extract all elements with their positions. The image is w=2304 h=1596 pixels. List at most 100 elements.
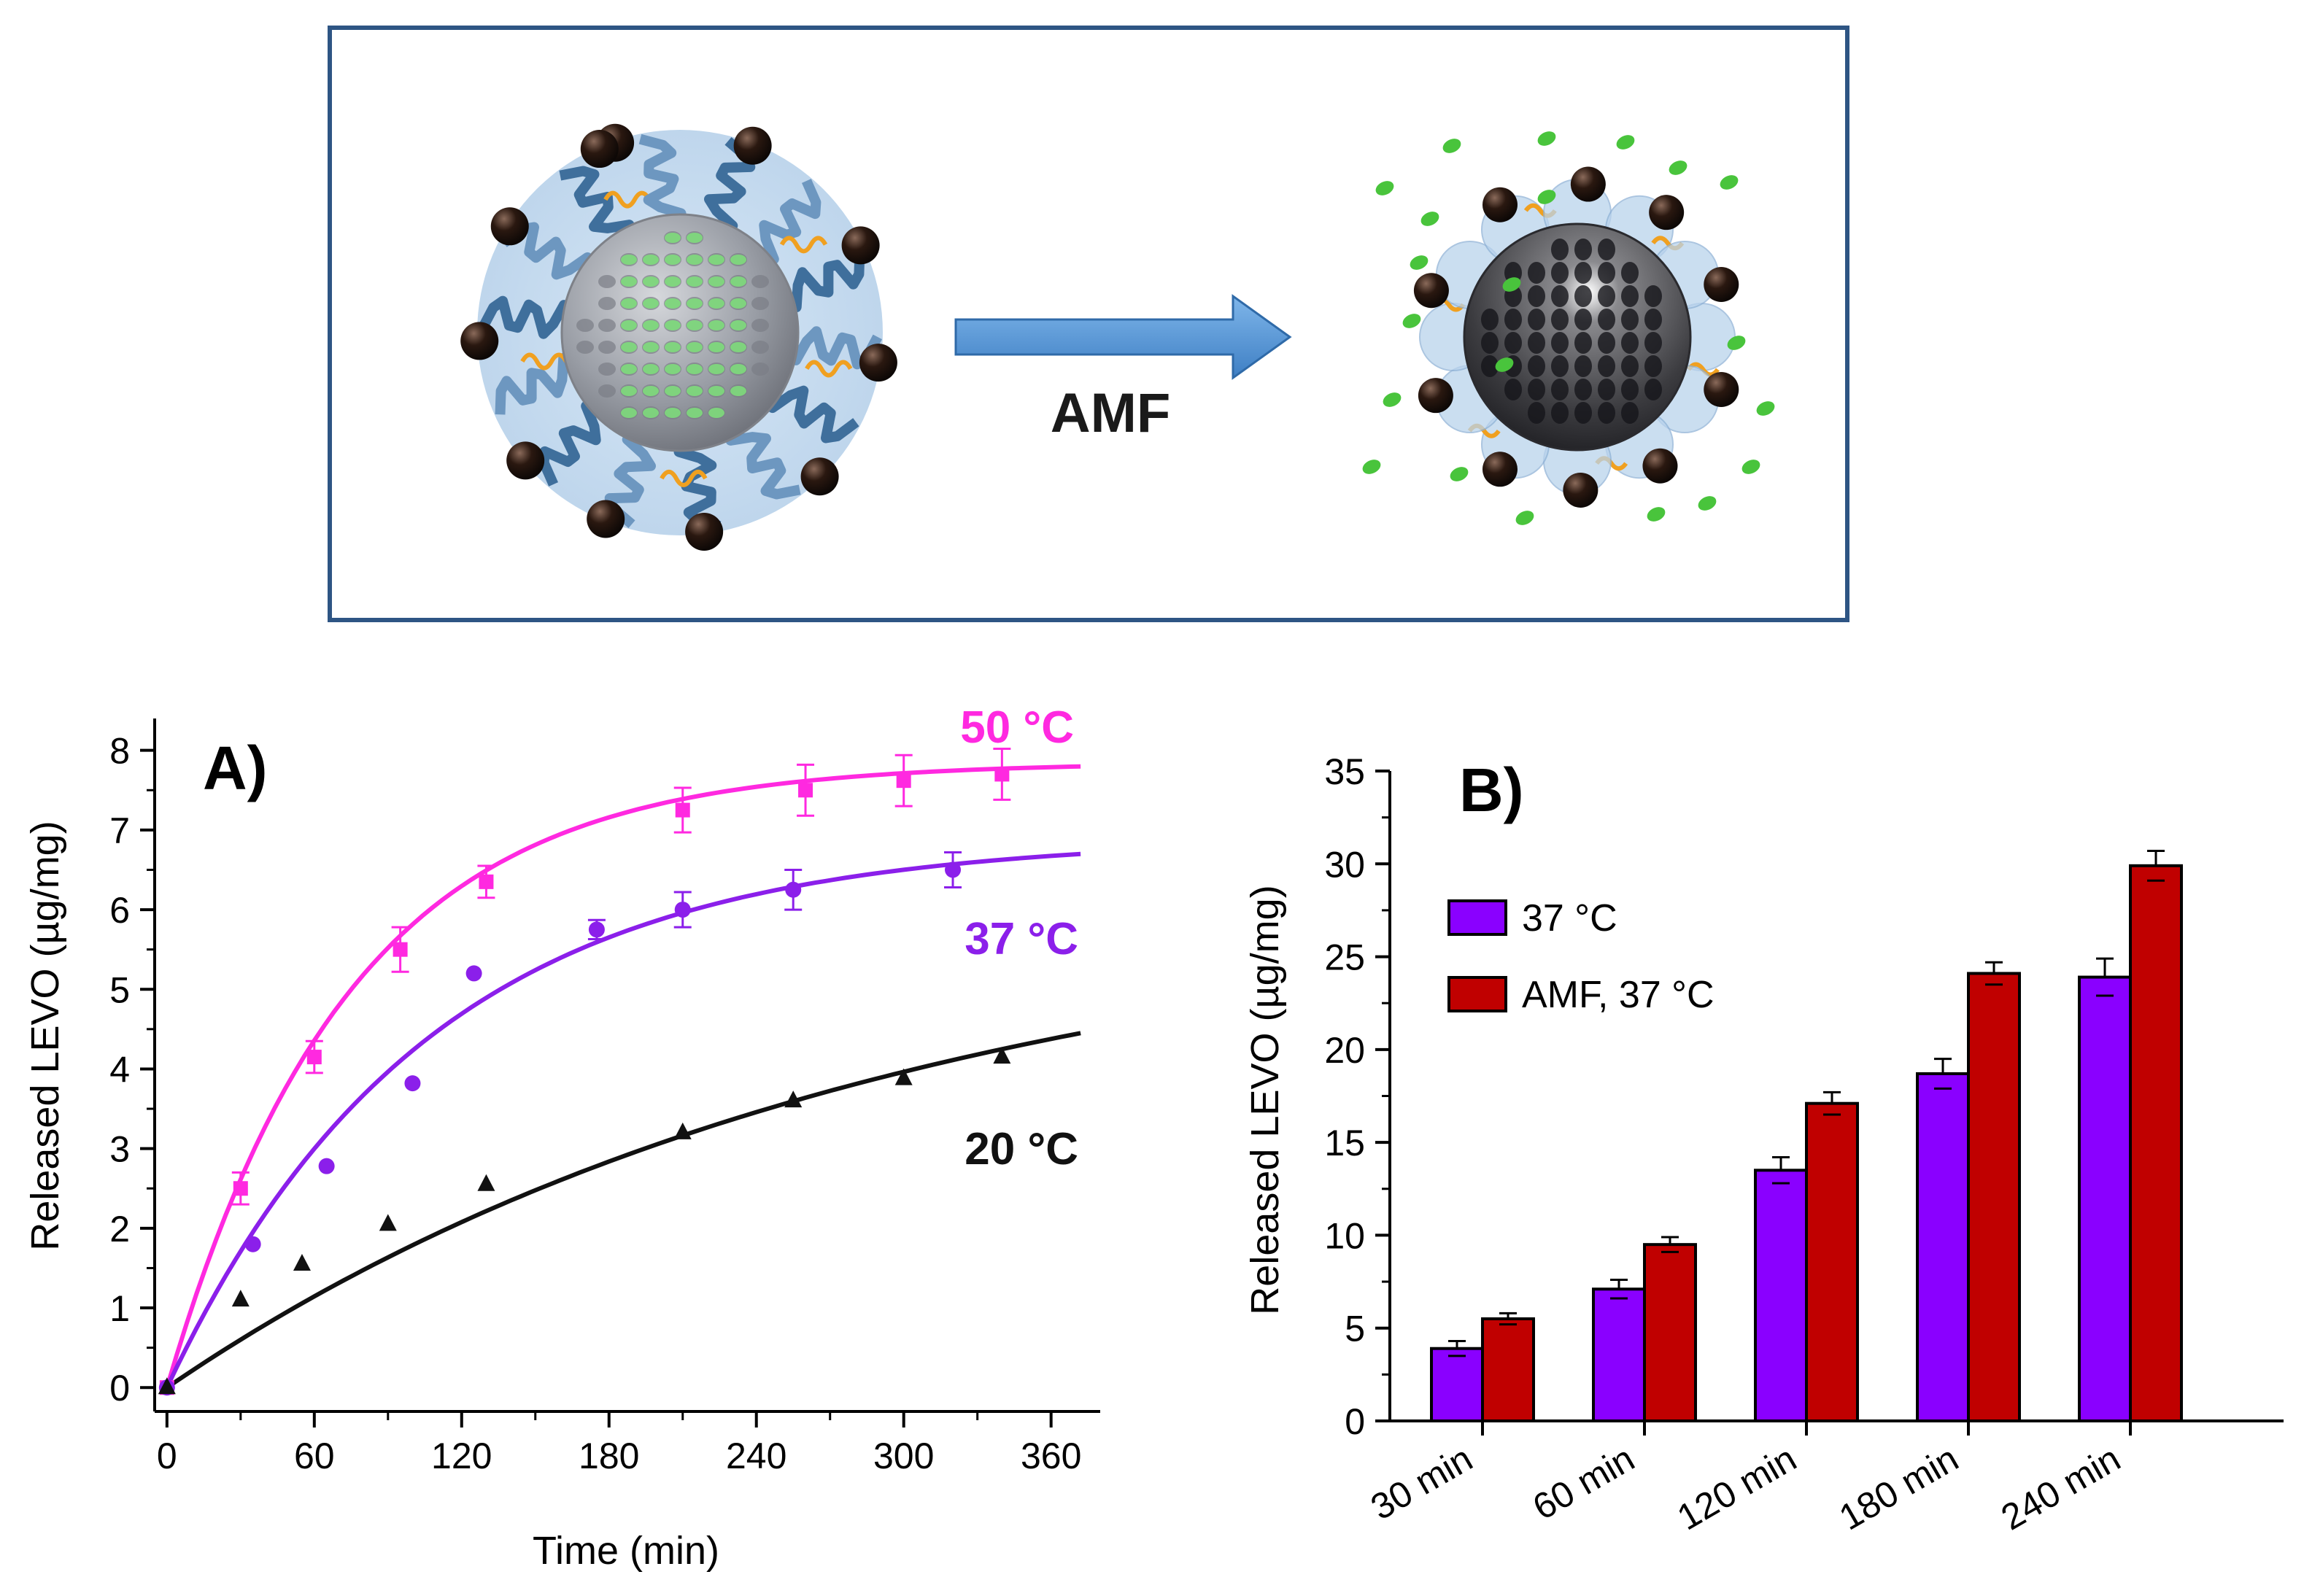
data-point	[588, 921, 605, 938]
capping-sphere	[1570, 166, 1606, 202]
x-tick-label: 30 min	[1364, 1438, 1480, 1528]
capping-sphere	[460, 322, 499, 360]
pore	[598, 275, 616, 288]
capping-sphere	[1563, 472, 1599, 508]
drug-molecule	[643, 408, 659, 418]
data-point	[318, 1158, 335, 1174]
released-drug	[1537, 190, 1556, 204]
y-tick-label: 15	[1324, 1123, 1365, 1163]
y-tick-label: 35	[1324, 751, 1365, 792]
pore	[751, 341, 769, 354]
capping-sphere	[1413, 273, 1449, 309]
drug-molecule	[643, 298, 659, 309]
drug-molecule	[621, 298, 637, 309]
chart-a-fit-lines	[164, 764, 1081, 1390]
released-nanoparticle-illustration	[1362, 131, 1775, 525]
bar-AMF, 37 °C-180 min	[1967, 972, 2021, 1423]
amf-arrow	[954, 294, 1292, 380]
drug-molecule	[730, 255, 746, 265]
chart-a-data-points	[158, 747, 1011, 1396]
drug-molecule	[665, 255, 681, 265]
empty-pore	[1504, 309, 1522, 330]
chart-a-axes: 0 60 120 180 240 300 360 0 1 2 3 4 5 6 7 8	[109, 718, 1100, 1476]
y-tick-label: 0	[1345, 1401, 1365, 1442]
chart-a: A) 0 60 120 180 240 300 360 0 1 2 3 4 5 6 7 8 50 °C 37 …	[23, 702, 1100, 1573]
chart-b-bars	[1430, 849, 2183, 1423]
drug-molecule	[708, 364, 724, 374]
drug-molecule	[687, 386, 703, 396]
empty-pore	[1481, 309, 1499, 330]
drug-molecule	[730, 320, 746, 330]
capping-sphere	[1418, 378, 1453, 414]
x-tick-label: 0	[157, 1436, 177, 1476]
empty-pore	[1644, 379, 1662, 400]
capping-sphere	[580, 130, 619, 168]
y-tick-label: 6	[109, 890, 130, 931]
released-drug	[1515, 511, 1534, 525]
bar-AMF, 37 °C-240 min	[2129, 864, 2183, 1422]
y-tick-label: 4	[109, 1049, 130, 1090]
drug-molecule	[687, 255, 703, 265]
y-tick-label: 5	[1345, 1309, 1365, 1349]
linker-chain	[779, 236, 828, 254]
capping-sphere	[587, 500, 625, 538]
data-point	[675, 802, 690, 818]
empty-pore	[1621, 379, 1639, 400]
data-point	[785, 881, 802, 898]
bar-37 °C-120 min	[1754, 1169, 1808, 1423]
y-tick-label: 10	[1324, 1215, 1365, 1256]
linker-chain	[520, 352, 568, 371]
series-label-20c: 20 °C	[964, 1124, 1078, 1174]
empty-pore	[1551, 402, 1569, 424]
polymer-chain	[754, 179, 822, 265]
legend-swatch-amf	[1447, 976, 1507, 1012]
fit-line-20 °C	[166, 1031, 1081, 1390]
y-tick-label: 5	[109, 969, 130, 1010]
data-point	[404, 1075, 421, 1092]
drug-molecule	[665, 298, 681, 309]
polymer-chain	[767, 385, 859, 443]
x-tick-label: 60 min	[1526, 1438, 1642, 1528]
schematic-panel: AMF	[328, 26, 1849, 622]
drug-molecule	[665, 364, 681, 374]
empty-pore	[1574, 309, 1592, 330]
drug-molecule	[621, 364, 637, 374]
capping-sphere	[1642, 448, 1678, 484]
pore	[598, 297, 616, 310]
data-point	[673, 1122, 692, 1139]
pore	[751, 363, 769, 376]
linker-chain	[603, 190, 652, 209]
chart-a-y-axis-label: Released LEVO (µg/mg)	[23, 821, 67, 1250]
pore	[751, 297, 769, 310]
data-point	[306, 1050, 322, 1065]
empty-pore	[1504, 332, 1522, 354]
capping-sphere	[490, 207, 529, 246]
released-drug-molecules	[1362, 131, 1775, 525]
empty-pore	[1574, 379, 1592, 400]
capping-sphere	[859, 344, 897, 382]
pore	[598, 341, 616, 354]
drug-molecule	[687, 276, 703, 287]
polymer-chain	[500, 222, 593, 280]
drug-molecule	[687, 364, 703, 374]
drug-molecule	[730, 364, 746, 374]
drug-molecule	[665, 233, 681, 243]
released-drug	[1375, 181, 1394, 195]
bar-AMF, 37 °C-30 min	[1481, 1317, 1535, 1422]
drug-molecule	[730, 342, 746, 352]
data-point	[393, 942, 408, 957]
capping-spheres	[460, 123, 897, 551]
empty-pore	[1528, 379, 1545, 400]
data-point	[479, 874, 494, 889]
x-tick-label: 180	[579, 1436, 639, 1476]
empty-pore	[1621, 285, 1639, 307]
drug-molecule	[687, 342, 703, 352]
data-point	[477, 1174, 495, 1191]
pores-empty	[1481, 239, 1662, 424]
drug-molecule	[708, 255, 724, 265]
panel-label-b: B)	[1459, 756, 1524, 824]
released-drug	[1727, 336, 1746, 350]
empty-pore	[1621, 355, 1639, 377]
data-point	[244, 1236, 261, 1252]
